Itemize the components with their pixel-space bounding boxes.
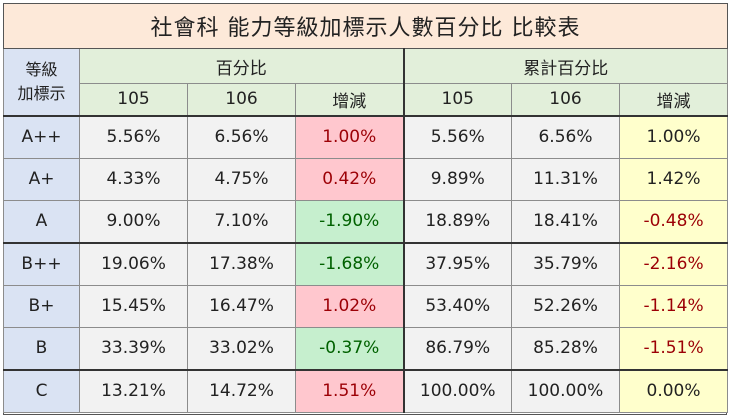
grade-cell: A: [3, 199, 80, 243]
cumulative-106-cell: 18.41%: [511, 199, 620, 243]
cumulative-change-cell: -0.48%: [618, 199, 729, 243]
cumulative-group-header: 累計百分比: [402, 48, 729, 84]
percent-106-cell: 4.75%: [187, 157, 296, 201]
percent-group-header: 百分比: [79, 48, 404, 84]
comparison-sheet: 社會科 能力等級加標示人數百分比 比較表 等級 加標示 百分比 累計百分比 10…: [2, 3, 729, 415]
table-row: B+ 15.45% 16.47% 1.02% 53.40% 52.26% -1.…: [3, 284, 729, 328]
percent-change-cell: -0.37%: [295, 326, 404, 370]
cumulative-change-cell: -2.16%: [618, 241, 729, 286]
cumulative-106-cell: 6.56%: [511, 114, 620, 159]
percent-change-cell: -1.68%: [295, 241, 404, 286]
cumulative-105-cell: 37.95%: [402, 241, 512, 286]
cumulative-106-cell: 35.79%: [511, 241, 620, 286]
cumulative-105-cell: 5.56%: [402, 114, 512, 159]
percent-106-cell: 33.02%: [187, 326, 296, 370]
grade-cell: C: [3, 368, 80, 413]
cumulative-105-cell: 100.00%: [402, 368, 512, 413]
grade-cell: B++: [3, 241, 80, 286]
percent-105-cell: 33.39%: [79, 326, 188, 370]
percent-change-cell: 1.00%: [295, 114, 404, 159]
cumulative-106-header: 106: [511, 83, 620, 116]
cumulative-change-cell: -1.14%: [618, 284, 729, 328]
grade-cell: A++: [3, 114, 80, 159]
grade-cell: B+: [3, 284, 80, 328]
cumulative-105-cell: 53.40%: [402, 284, 512, 328]
table-row: A 9.00% 7.10% -1.90% 18.89% 18.41% -0.48…: [3, 199, 729, 243]
percent-change-cell: 1.02%: [295, 284, 404, 328]
cumulative-106-cell: 85.28%: [511, 326, 620, 370]
cumulative-105-header: 105: [402, 83, 512, 116]
comparison-table: 社會科 能力等級加標示人數百分比 比較表 等級 加標示 百分比 累計百分比 10…: [2, 3, 729, 413]
percent-change-cell: -1.90%: [295, 199, 404, 243]
grade-cell: B: [3, 326, 80, 370]
percent-106-cell: 17.38%: [187, 241, 296, 286]
grade-header-label: 等級 加標示: [17, 59, 66, 103]
percent-106-cell: 7.10%: [187, 199, 296, 243]
percent-change-header: 增減: [295, 83, 404, 116]
percent-105-cell: 13.21%: [79, 368, 188, 413]
table-row: A++ 5.56% 6.56% 1.00% 5.56% 6.56% 1.00%: [3, 114, 729, 159]
grade-header: 等級 加標示: [3, 48, 80, 116]
cumulative-change-cell: -1.51%: [618, 326, 729, 370]
percent-106-header: 106: [187, 83, 296, 116]
table-row: C 13.21% 14.72% 1.51% 100.00% 100.00% 0.…: [3, 368, 729, 413]
percent-105-header: 105: [79, 83, 188, 116]
percent-105-cell: 9.00%: [79, 199, 188, 243]
percent-change-cell: 0.42%: [295, 157, 404, 201]
cumulative-106-cell: 100.00%: [511, 368, 620, 413]
percent-106-cell: 6.56%: [187, 114, 296, 159]
cumulative-106-cell: 11.31%: [511, 157, 620, 201]
percent-change-cell: 1.51%: [295, 368, 404, 413]
cumulative-change-cell: 0.00%: [618, 368, 729, 413]
table-row: A+ 4.33% 4.75% 0.42% 9.89% 11.31% 1.42%: [3, 157, 729, 201]
table-title: 社會科 能力等級加標示人數百分比 比較表: [2, 3, 729, 49]
cumulative-105-cell: 86.79%: [402, 326, 512, 370]
cumulative-106-cell: 52.26%: [511, 284, 620, 328]
percent-106-cell: 14.72%: [187, 368, 296, 413]
table-row: B 33.39% 33.02% -0.37% 86.79% 85.28% -1.…: [3, 326, 729, 370]
percent-105-cell: 15.45%: [79, 284, 188, 328]
cumulative-105-cell: 9.89%: [402, 157, 512, 201]
cumulative-change-cell: 1.00%: [618, 114, 729, 159]
grade-cell: A+: [3, 157, 80, 201]
percent-106-cell: 16.47%: [187, 284, 296, 328]
cumulative-change-header: 增減: [618, 83, 729, 116]
percent-105-cell: 5.56%: [79, 114, 188, 159]
percent-105-cell: 19.06%: [79, 241, 188, 286]
percent-105-cell: 4.33%: [79, 157, 188, 201]
cumulative-change-cell: 1.42%: [618, 157, 729, 201]
cumulative-105-cell: 18.89%: [402, 199, 512, 243]
table-row: B++ 19.06% 17.38% -1.68% 37.95% 35.79% -…: [3, 241, 729, 286]
